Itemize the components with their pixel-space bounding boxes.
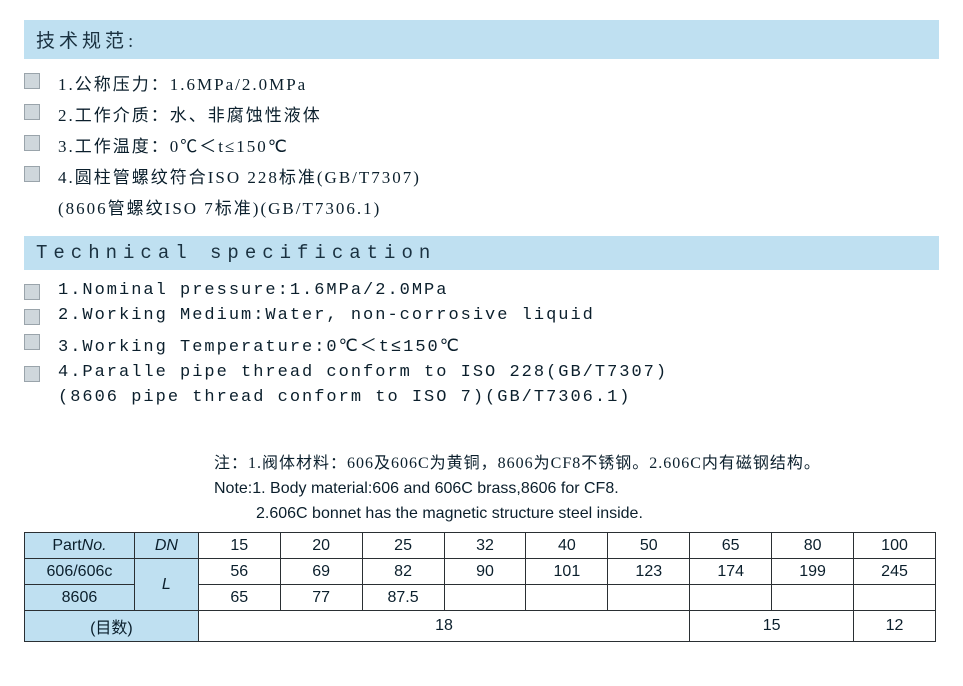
cell: 245: [854, 559, 936, 585]
mesh-12: 12: [854, 611, 936, 642]
cell: 123: [608, 559, 690, 585]
notes-block: 注：1.阀体材料：606及606C为黄铜，8606为CF8不锈钢。2.606C内…: [24, 452, 939, 526]
note-en2: 2.606C bonnet has the magnetic structure…: [214, 502, 939, 527]
th-dn-80: 80: [772, 533, 854, 559]
th-dn-40: 40: [526, 533, 608, 559]
spec-list-en: 1.Nominal pressure:1.6MPa/2.0MPa 2.Worki…: [24, 270, 939, 424]
cell: [690, 585, 772, 611]
cell: 90: [444, 559, 526, 585]
th-dn-65: 65: [690, 533, 772, 559]
note-cn: 注：1.阀体材料：606及606C为黄铜，8606为CF8不锈钢。2.606C内…: [214, 452, 939, 477]
spec-cn-item: 1.公称压力：1.6MPa/2.0MPa: [24, 67, 939, 98]
cell: 87.5: [362, 585, 444, 611]
mesh-18: 18: [198, 611, 689, 642]
cell: 77: [280, 585, 362, 611]
th-dn-50: 50: [608, 533, 690, 559]
table-row-header: PartNo. DN 15 20 25 32 40 50 65 80 100: [25, 533, 936, 559]
spec-en-item: 3.Working Temperature:0℃＜t≤150℃: [24, 328, 939, 360]
spec-en-item: 4.Paralle pipe thread conform to ISO 228…: [24, 360, 939, 385]
spec-en-item: (8606 pipe thread conform to ISO 7)(GB/T…: [24, 385, 939, 410]
cell: 69: [280, 559, 362, 585]
spec-list-cn: 1.公称压力：1.6MPa/2.0MPa 2.工作介质：水、非腐蚀性液体 3.工…: [24, 59, 939, 236]
spec-cn-item: 3.工作温度：0℃＜t≤150℃: [24, 129, 939, 160]
cell: 174: [690, 559, 772, 585]
heading-cn: 技术规范:: [24, 20, 939, 59]
th-dn-32: 32: [444, 533, 526, 559]
cell: [526, 585, 608, 611]
spec-cn-item: 4.圆柱管螺纹符合ISO 228标准(GB/T7307): [24, 160, 939, 191]
cell: 56: [198, 559, 280, 585]
cell: [444, 585, 526, 611]
cell: 101: [526, 559, 608, 585]
row-label-606: 606/606c: [25, 559, 135, 585]
mesh-15: 15: [690, 611, 854, 642]
spec-en-item: 2.Working Medium:Water, non-corrosive li…: [24, 303, 939, 328]
dn-label: DN: [155, 537, 178, 554]
th-dn-15: 15: [198, 533, 280, 559]
cell: 199: [772, 559, 854, 585]
part-label: Part: [52, 537, 81, 554]
part-table: PartNo. DN 15 20 25 32 40 50 65 80 100 6…: [24, 532, 936, 642]
th-dn: DN: [134, 533, 198, 559]
th-dn-20: 20: [280, 533, 362, 559]
row-label-8606: 8606: [25, 585, 135, 611]
cell: [854, 585, 936, 611]
table-row-mesh: (目数) 18 15 12: [25, 611, 936, 642]
heading-en: Technical specification: [24, 236, 939, 270]
cell: 65: [198, 585, 280, 611]
partno-label: No.: [82, 537, 107, 554]
th-l: L: [134, 559, 198, 611]
spec-cn-item: 2.工作介质：水、非腐蚀性液体: [24, 98, 939, 129]
spec-en-item: 1.Nominal pressure:1.6MPa/2.0MPa: [24, 278, 939, 303]
table-row-606: 606/606c L 56 69 82 90 101 123 174 199 2…: [25, 559, 936, 585]
l-label: L: [162, 576, 171, 593]
row-label-mesh: (目数): [25, 611, 199, 642]
cell: [772, 585, 854, 611]
th-partno: PartNo.: [25, 533, 135, 559]
spec-cn-item: (8606管螺纹ISO 7标准)(GB/T7306.1): [24, 191, 939, 222]
note-en1: Note:1. Body material:606 and 606C brass…: [214, 477, 939, 502]
th-dn-100: 100: [854, 533, 936, 559]
cell: [608, 585, 690, 611]
cell: 82: [362, 559, 444, 585]
th-dn-25: 25: [362, 533, 444, 559]
